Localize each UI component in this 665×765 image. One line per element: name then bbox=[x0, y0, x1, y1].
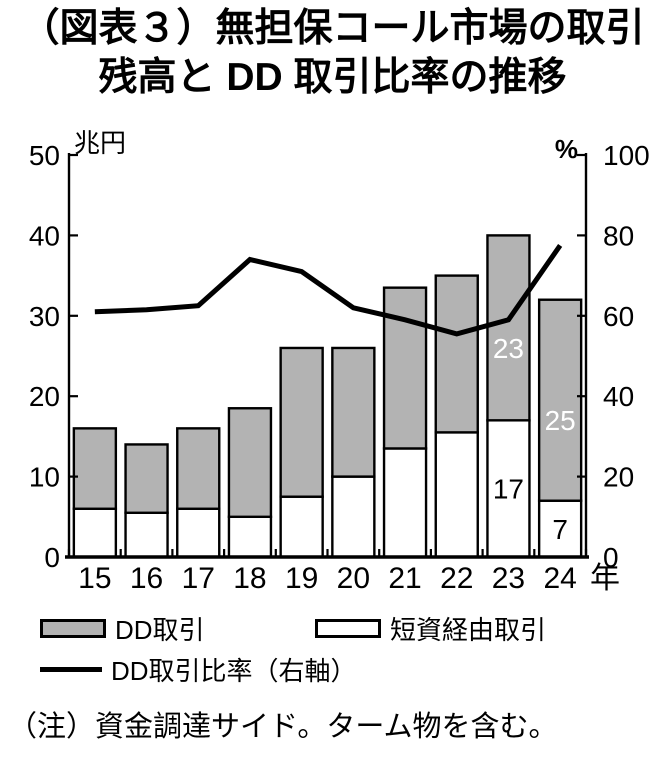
legend-line-swatch bbox=[40, 666, 102, 672]
bar-dd-15 bbox=[72, 427, 118, 510]
x-label-18: 18 bbox=[233, 562, 266, 595]
x-label-16: 16 bbox=[130, 562, 163, 595]
left-axis-unit: 兆円 bbox=[74, 128, 126, 158]
bar-dd-18 bbox=[227, 407, 273, 519]
bar-value-label-23-tanshi: 17 bbox=[493, 474, 524, 505]
right-axis-label-60: 60 bbox=[603, 301, 634, 332]
left-axis-label-0: 0 bbox=[44, 542, 60, 573]
right-axis-label-100: 100 bbox=[603, 140, 650, 171]
right-axis-label-80: 80 bbox=[603, 220, 634, 251]
right-axis-unit: % bbox=[555, 134, 578, 164]
bar-dd-16 bbox=[124, 443, 169, 514]
x-label-22: 22 bbox=[440, 562, 473, 595]
x-label-15: 15 bbox=[78, 562, 111, 595]
legend-item-dd: DD取引 bbox=[40, 615, 205, 645]
legend-label-tanshi: 短資経由取引 bbox=[390, 614, 547, 645]
bar-dd-20 bbox=[331, 346, 376, 478]
x-label-20: 20 bbox=[337, 562, 370, 595]
bar-tanshi-23 bbox=[486, 419, 531, 559]
bar-tanshi-16 bbox=[124, 511, 169, 559]
legend-swatch-tanshi bbox=[315, 618, 381, 638]
x-label-24: 24 bbox=[543, 562, 576, 595]
bar-dd-23 bbox=[486, 234, 531, 422]
bar-tanshi-15 bbox=[72, 507, 118, 559]
x-label-23: 23 bbox=[492, 562, 525, 595]
legend-item-ratio: DD取引比率（右軸） bbox=[40, 656, 357, 686]
bar-dd-22 bbox=[434, 274, 479, 434]
bar-value-label-23-dd: 23 bbox=[493, 333, 524, 364]
right-axis-label-40: 40 bbox=[603, 381, 634, 412]
chart-canvas: 0 10 20 30 40 50 0 20 40 60 80 100 15 16 17 18 19 20 21 22 2… bbox=[29, 128, 650, 595]
dd-ratio-line bbox=[94, 244, 563, 337]
bar-dd-19 bbox=[279, 346, 324, 498]
left-axis-label-50: 50 bbox=[29, 140, 60, 171]
x-label-17: 17 bbox=[182, 562, 215, 595]
x-label-19: 19 bbox=[285, 562, 318, 595]
legend-label-ratio: DD取引比率（右軸） bbox=[111, 655, 357, 686]
bar-dd-24 bbox=[537, 298, 583, 502]
bar-dd-17 bbox=[176, 427, 221, 510]
x-axis-unit: 年 bbox=[590, 562, 620, 595]
right-axis-label-0: 0 bbox=[603, 542, 619, 573]
right-axis-label-20: 20 bbox=[603, 462, 634, 493]
legend-item-tanshi: 短資経由取引 bbox=[315, 615, 546, 645]
legend-swatch-dd bbox=[40, 618, 106, 638]
legend-label-dd: DD取引 bbox=[115, 614, 205, 645]
bar-tanshi-21 bbox=[382, 447, 428, 559]
left-axis-label-40: 40 bbox=[29, 220, 60, 251]
left-axis-label-10: 10 bbox=[29, 462, 60, 493]
left-axis-label-30: 30 bbox=[29, 301, 60, 332]
bar-value-label-24-dd: 25 bbox=[545, 405, 576, 436]
bar-tanshi-22 bbox=[434, 431, 479, 559]
figure-title-line2: 残高と DD 取引比率の推移 bbox=[98, 56, 567, 99]
figure-title-line1: （図表３）無担保コール市場の取引 bbox=[20, 7, 645, 50]
footnote: （注）資金調達サイド。ターム物を含む。 bbox=[8, 711, 558, 743]
bar-value-label-24-tanshi: 7 bbox=[552, 514, 568, 545]
bar-tanshi-19 bbox=[279, 495, 324, 559]
figure-title: （図表３）無担保コール市場の取引 残高と DD 取引比率の推移 bbox=[0, 4, 665, 102]
bar-tanshi-20 bbox=[331, 475, 376, 559]
bar-tanshi-17 bbox=[176, 507, 221, 559]
bar-tanshi-18 bbox=[227, 515, 273, 559]
x-label-21: 21 bbox=[388, 562, 421, 595]
bar-dd-21 bbox=[382, 286, 428, 450]
left-axis-label-20: 20 bbox=[29, 381, 60, 412]
